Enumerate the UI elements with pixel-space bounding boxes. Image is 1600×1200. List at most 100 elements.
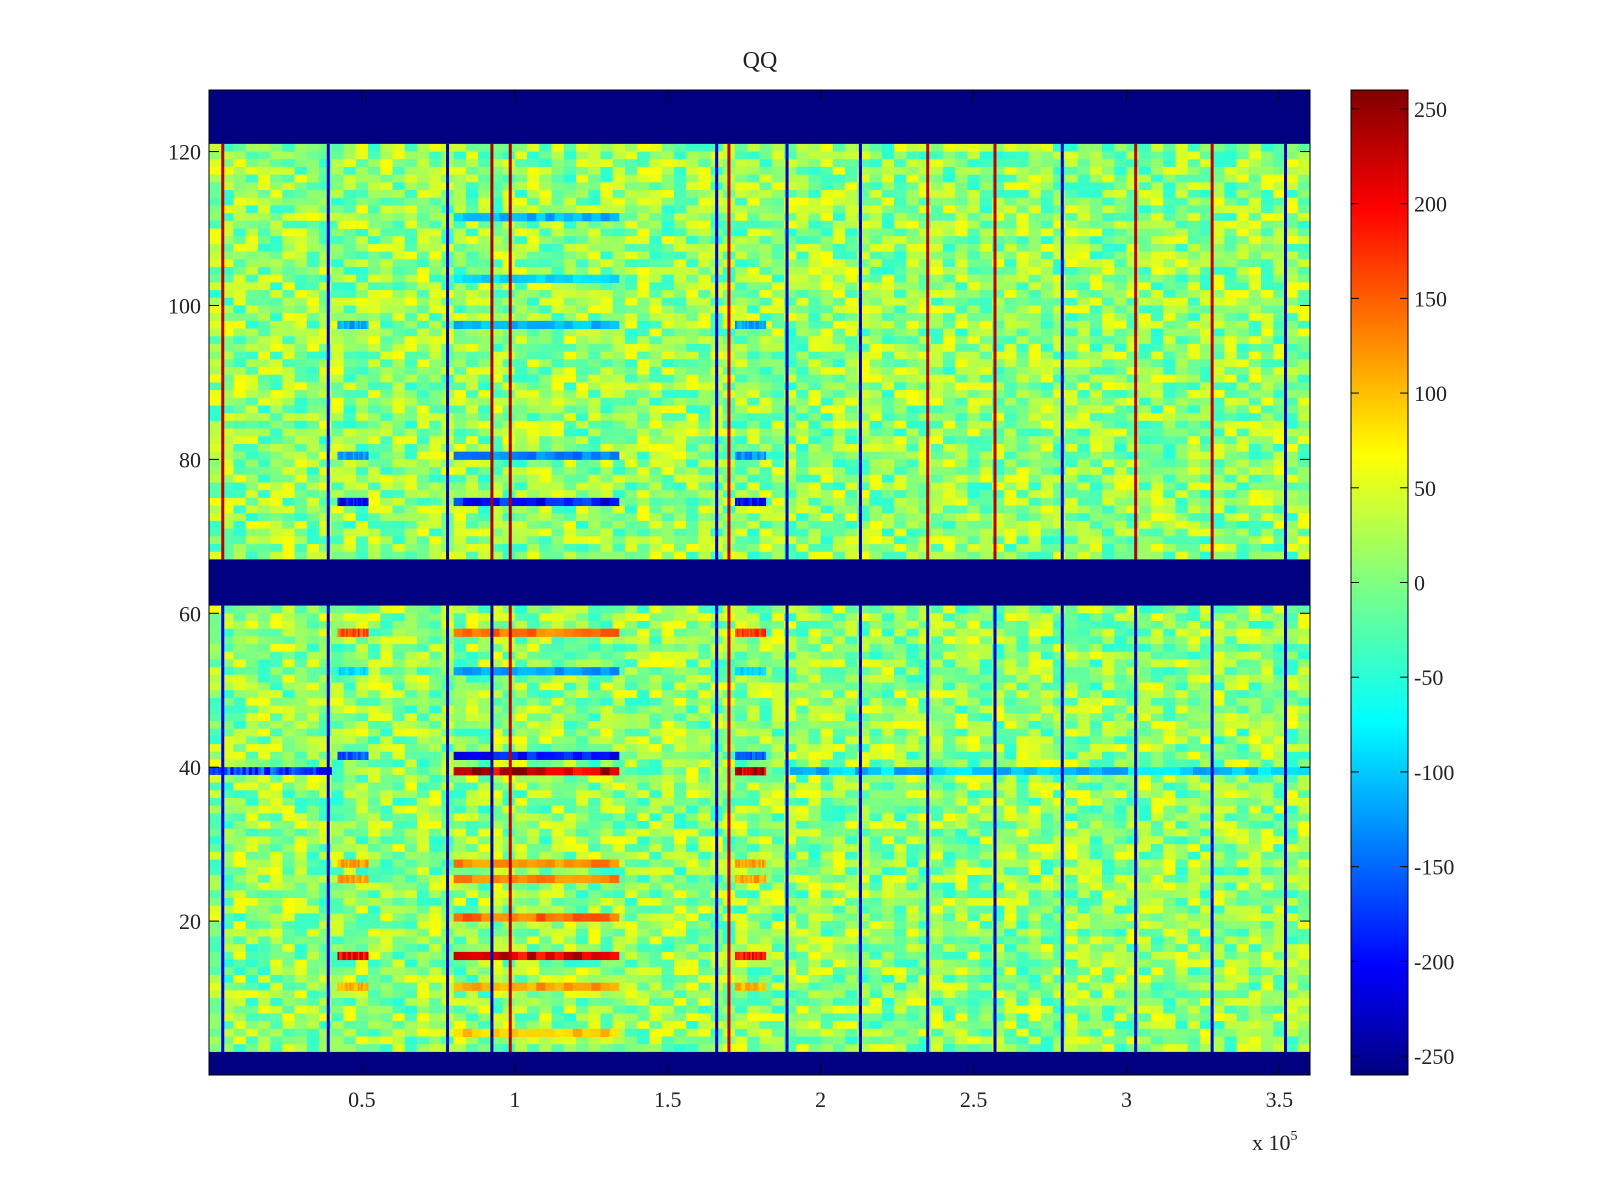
heatmap-cell	[747, 367, 761, 376]
heatmap-cell	[563, 290, 577, 299]
heatmap-cell	[1175, 220, 1189, 230]
heatmap-cell	[1285, 174, 1299, 183]
heatmap-cell	[796, 213, 810, 222]
heatmap-cell	[894, 236, 907, 245]
heatmap-cell	[453, 359, 467, 368]
heatmap-cell	[1040, 467, 1054, 476]
heatmap-cell	[331, 290, 345, 299]
heatmap-cell	[624, 490, 638, 499]
heatmap-cell	[600, 290, 614, 299]
heatmap-cell	[661, 197, 675, 207]
heatmap-cell	[1102, 359, 1115, 368]
heatmap-cell	[392, 505, 406, 514]
heatmap-cell	[1114, 351, 1128, 360]
heatmap-cell	[967, 390, 981, 399]
heatmap-cell	[832, 320, 846, 330]
heatmap-cell	[906, 328, 920, 337]
heatmap-cell	[894, 382, 907, 391]
heatmap-cell	[881, 182, 895, 191]
heatmap-cell	[576, 505, 589, 514]
heatmap-cell	[453, 513, 467, 522]
heatmap-cell	[539, 459, 553, 468]
heatmap-cell	[894, 359, 907, 368]
heatmap-cell	[294, 213, 308, 222]
heatmap-cell	[1248, 497, 1262, 507]
heatmap-cell	[637, 405, 650, 414]
heatmap-cell	[392, 259, 406, 268]
heatmap-cell	[906, 297, 920, 307]
heatmap-cell	[661, 420, 675, 430]
heatmap-cell	[1236, 405, 1250, 414]
heatmap-cell	[306, 143, 320, 153]
heatmap-cell	[967, 220, 981, 230]
heatmap-cell	[808, 405, 822, 414]
heatmap-cell	[514, 220, 528, 230]
heatmap-cell	[869, 451, 883, 460]
heatmap-cell	[661, 159, 675, 168]
heatmap-cell	[551, 343, 565, 353]
heatmap-cell	[820, 490, 834, 499]
heatmap-cell	[319, 459, 332, 468]
heatmap-cell	[1040, 505, 1054, 514]
heatmap-cell	[527, 313, 540, 322]
heatmap-cell	[930, 443, 944, 453]
heatmap-cell	[637, 313, 650, 322]
heatmap-cell	[698, 213, 712, 222]
heatmap-cell	[686, 274, 699, 283]
heatmap-cell	[673, 290, 687, 299]
heatmap-cell	[649, 343, 663, 353]
heatmap-cell	[294, 390, 308, 399]
heatmap-cell	[686, 174, 699, 183]
heatmap-cell	[869, 143, 883, 153]
heatmap-cell	[930, 236, 944, 245]
heatmap-cell	[404, 436, 418, 445]
heatmap-cell	[796, 297, 810, 307]
heatmap-cell	[551, 413, 565, 422]
heatmap-cell	[1126, 467, 1140, 476]
heatmap-cell	[649, 336, 663, 345]
heatmap-cell	[1273, 259, 1287, 268]
heatmap-cell	[1065, 290, 1079, 299]
heatmap-cell	[955, 343, 969, 353]
heatmap-cell	[820, 190, 834, 199]
heatmap-cell	[319, 490, 332, 499]
heatmap-cell	[1273, 467, 1287, 476]
heatmap-cell	[1236, 397, 1250, 407]
heatmap-cell	[306, 213, 320, 222]
heatmap-cell	[368, 397, 381, 407]
heatmap-cell	[343, 274, 357, 283]
heatmap-cell	[869, 497, 883, 507]
heatmap-cell	[943, 305, 956, 314]
heatmap-cell	[845, 190, 858, 199]
heatmap-cell	[343, 166, 357, 176]
heatmap-cell	[490, 382, 504, 391]
heatmap-cell	[906, 420, 920, 430]
heatmap-cell	[991, 251, 1005, 260]
heatmap-cell	[906, 443, 920, 453]
heatmap-cell	[759, 174, 773, 183]
heatmap-cell	[759, 374, 773, 384]
heatmap-cell	[918, 166, 932, 176]
heatmap-cell	[1224, 428, 1238, 437]
heatmap-cell	[343, 467, 357, 476]
heatmap-cell	[257, 436, 271, 445]
heatmap-cell	[270, 374, 283, 384]
heatmap-cell	[1297, 451, 1311, 460]
heatmap-cell	[416, 143, 430, 153]
heatmap-cell	[1224, 443, 1238, 453]
heatmap-cell	[906, 313, 920, 322]
heatmap-cell	[1224, 397, 1238, 407]
heatmap-cell	[1138, 220, 1152, 230]
heatmap-cell	[576, 359, 589, 368]
heatmap-cell	[1004, 228, 1017, 237]
heatmap-cell	[514, 328, 528, 337]
heatmap-cell	[661, 251, 675, 260]
heatmap-cell	[661, 367, 675, 376]
heatmap-cell	[1114, 205, 1128, 214]
heatmap-cell	[747, 459, 761, 468]
heatmap-cell	[698, 305, 712, 314]
heatmap-cell	[955, 274, 969, 283]
heatmap-cell	[1102, 243, 1115, 253]
heatmap-cell	[1028, 143, 1042, 153]
heatmap-cell	[1102, 197, 1115, 207]
